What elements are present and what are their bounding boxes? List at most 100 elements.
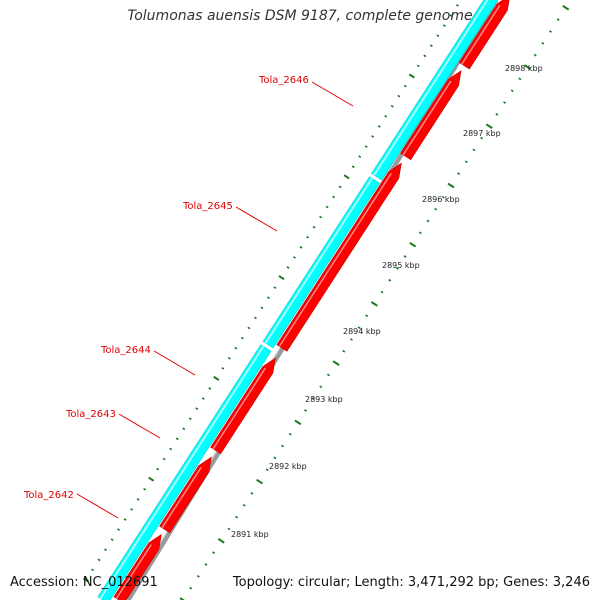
gene-leader-line (235, 206, 278, 232)
scale-tick (250, 492, 254, 495)
scale-tick (306, 235, 310, 239)
scale-tick (562, 5, 570, 11)
scale-tick (294, 419, 302, 426)
scale-tick (175, 437, 179, 441)
gene-labels-layer: Tola_2642 Tola_2643 Tola_2644 Tola_2645 Tola… (23, 75, 354, 519)
scale-tick (247, 326, 251, 330)
scale-tick (485, 123, 493, 129)
reverse-gene-highlight (402, 80, 452, 156)
scale-tick (418, 231, 422, 235)
reverse-gene-arrow (210, 357, 276, 455)
scale-tick (429, 44, 433, 48)
scale-tick (518, 77, 522, 81)
scale-tick (91, 568, 95, 572)
forward-gene-highlight (373, 0, 489, 176)
gene-leader-line (76, 493, 119, 519)
reverse-gene-arrow (159, 456, 212, 534)
scale-tick (338, 185, 342, 189)
scale-tick (256, 478, 264, 485)
scale-labels-layer: 2891 kbp 2892 kbp 2893 kbp 2894 kbp 2895 kbp… (231, 64, 543, 539)
scale-tick (204, 563, 208, 566)
gene-label: Tola_2644 (100, 345, 151, 356)
scale-tick (377, 125, 381, 128)
scale-tick (332, 360, 340, 366)
scale-label: 2895 kbp (382, 261, 420, 270)
gene-label: Tola_2645 (182, 201, 233, 212)
scale-tick (349, 338, 353, 341)
scale-tick (390, 104, 394, 108)
scale-tick (182, 427, 186, 431)
scale-tick (281, 444, 285, 448)
scale-tick (549, 30, 552, 33)
scale-tick (273, 286, 277, 290)
accession-text: Accession: NC_012691 (10, 575, 158, 590)
scale-tick (541, 41, 545, 45)
scale-tick (436, 34, 440, 38)
scale-label: 2891 kbp (231, 530, 269, 539)
scale-tick (395, 267, 399, 270)
scale-tick (312, 225, 316, 229)
scale-tick (325, 205, 329, 209)
scale-tick (319, 215, 323, 219)
scale-tick (299, 246, 303, 249)
scale-tick (162, 457, 166, 461)
reverse-strand-layer (113, 0, 510, 600)
scale-tick (416, 64, 420, 68)
scale-tick (503, 101, 507, 104)
scale-label: 2896 kbp (422, 195, 460, 204)
reverse-gene-arrow (400, 70, 462, 161)
scale-tick (442, 24, 446, 27)
scale-tick (273, 456, 277, 460)
scale-tick (195, 407, 199, 410)
gene-label: Tola_2643 (65, 409, 116, 420)
scale-tick (370, 301, 378, 307)
scale-tick (447, 182, 455, 189)
scale-tick (409, 241, 417, 248)
scale-tick (364, 145, 368, 148)
scale-label: 2897 kbp (463, 129, 501, 138)
scale-tick (304, 409, 307, 412)
scale-tick (130, 508, 134, 511)
scale-tick (326, 373, 330, 377)
scale-label: 2898 kbp (505, 64, 543, 73)
scale-tick (403, 84, 407, 88)
scale-tick (357, 326, 361, 329)
scale-tick (110, 538, 114, 542)
scale-tick (311, 397, 315, 401)
scale-tick (408, 73, 415, 79)
scale-tick (221, 366, 225, 370)
scale-tick (286, 266, 290, 269)
genome-summary-text: Topology: circular; Length: 3,471,292 bp… (232, 575, 590, 590)
scale-tick (196, 574, 200, 578)
scale-tick (123, 518, 127, 521)
scale-tick (556, 18, 560, 21)
scale-tick (208, 387, 212, 390)
scale-ticks-layer (82, 4, 570, 600)
scale-tick (82, 577, 90, 583)
scale-tick (278, 275, 285, 281)
scale-tick (441, 195, 445, 199)
scale-tick (358, 155, 362, 158)
scale-tick (97, 558, 101, 562)
scale-tick (117, 528, 121, 531)
scale-tick (217, 538, 225, 544)
scale-tick (524, 64, 532, 70)
scale-tick (510, 89, 514, 93)
reverse-gene-arrow (458, 0, 510, 70)
scale-tick (371, 135, 375, 138)
gene-leader-line (118, 413, 161, 439)
scale-tick (449, 14, 453, 17)
reverse-gene-arrow (276, 162, 402, 352)
scale-tick (288, 432, 292, 436)
gene-leader-line (311, 81, 354, 107)
scale-tick (136, 498, 140, 501)
scale-tick (188, 417, 192, 421)
reverse-gene-highlight (461, 4, 501, 65)
reverse-gene-highlight (212, 367, 266, 450)
forward-gene-block (371, 0, 499, 181)
scale-tick (234, 346, 238, 350)
scale-tick (423, 54, 427, 58)
scale-tick (380, 290, 384, 294)
